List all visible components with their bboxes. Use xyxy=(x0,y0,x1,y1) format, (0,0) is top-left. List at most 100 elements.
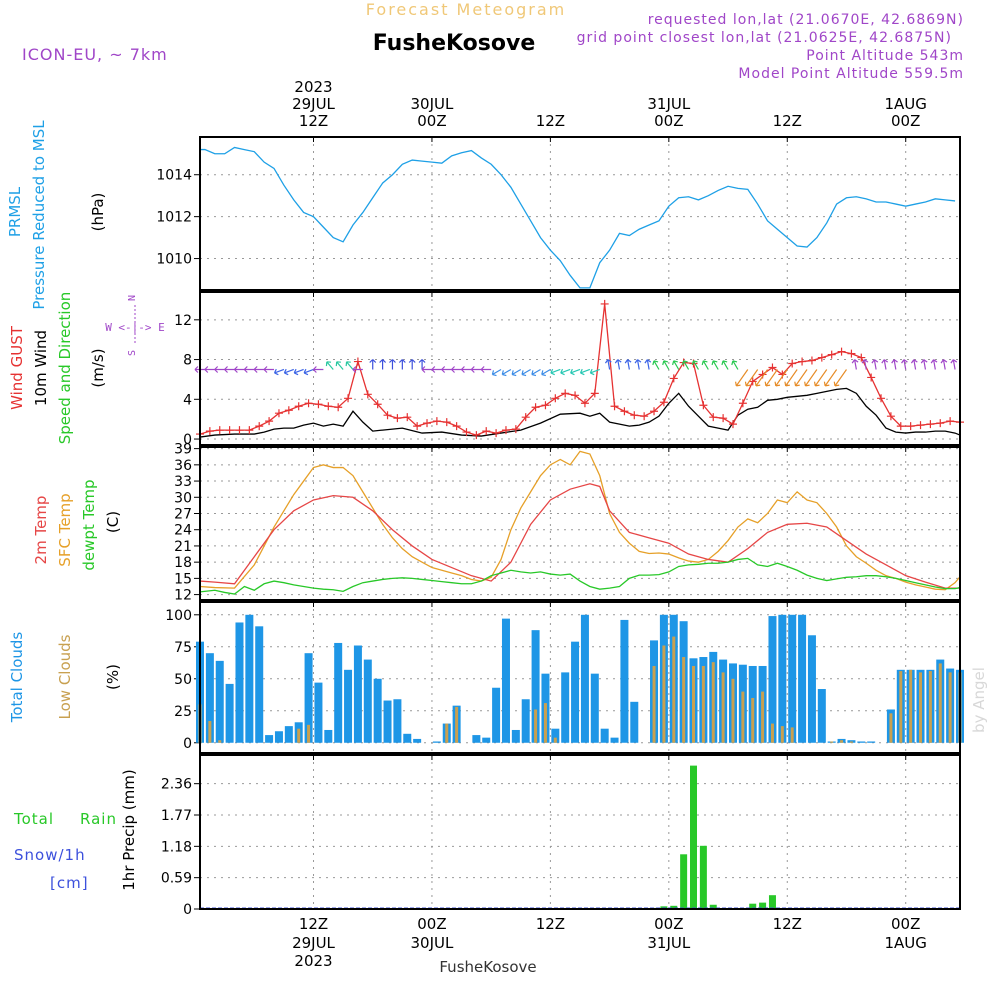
wind-direction-arrow xyxy=(511,368,522,377)
top-time-label: 30JUL xyxy=(411,95,454,113)
bottom-time-label: 1AUG xyxy=(885,934,927,952)
wind-direction-arrow xyxy=(214,366,225,373)
wind-direction-arrow xyxy=(891,359,898,370)
y-tick-label: 1014 xyxy=(156,168,192,184)
low-cloud-bar xyxy=(849,741,853,743)
low-cloud-bar xyxy=(445,723,449,743)
gust-point xyxy=(324,402,333,411)
gust-point xyxy=(501,426,510,435)
wind-direction-arrow xyxy=(940,359,948,370)
rain-bar xyxy=(690,765,698,909)
total-cloud-bar xyxy=(324,729,333,743)
wind-direction-arrow xyxy=(398,359,406,370)
gust-point xyxy=(620,407,629,416)
gust-point xyxy=(561,389,570,398)
location-title: FusheKosove xyxy=(373,31,536,56)
gust-point xyxy=(877,394,886,403)
gust-point xyxy=(600,299,609,308)
total-cloud-bar xyxy=(531,630,540,743)
y-tick-label: 100 xyxy=(165,608,192,624)
wind-direction-arrow xyxy=(531,368,541,377)
total-cloud-bar xyxy=(225,683,234,743)
total-cloud-bar xyxy=(551,728,560,743)
wind-direction-arrow xyxy=(335,361,344,370)
gust-point xyxy=(916,421,925,430)
wind-direction-arrow xyxy=(764,369,778,387)
wind-direction-arrow xyxy=(352,366,363,373)
panel-frame xyxy=(199,291,961,446)
wind-direction-arrow xyxy=(451,366,462,373)
low-cloud-bar xyxy=(662,645,666,743)
wind-direction-arrow xyxy=(501,368,512,377)
low-cloud-bar xyxy=(543,703,547,743)
low-cloud-bar xyxy=(208,721,212,743)
low-cloud-bar xyxy=(919,672,923,743)
total-cloud-bar xyxy=(245,614,254,743)
gust-point xyxy=(423,419,432,428)
plot-area: 1010101210140481212151821242730333639025… xyxy=(156,78,964,970)
gust-point xyxy=(551,394,560,403)
top-time-label: 29JUL xyxy=(292,95,335,113)
total-cloud-bar xyxy=(314,682,323,743)
wind-direction-arrow xyxy=(421,366,432,373)
gust-point xyxy=(413,422,422,431)
low-cloud-bar xyxy=(889,713,893,743)
low-cloud-bar xyxy=(682,657,686,743)
gust-point xyxy=(817,353,826,362)
precip-label-total: Total xyxy=(13,810,54,828)
panel-frame xyxy=(199,446,961,601)
low-cloud-bar xyxy=(840,740,844,743)
wind-direction-arrow xyxy=(579,368,591,376)
gust-point xyxy=(245,426,254,435)
gust-point xyxy=(363,390,372,399)
rain-bar xyxy=(680,854,688,909)
low-cloud-bar xyxy=(218,740,222,743)
gust-point xyxy=(571,391,580,400)
total-cloud-bar xyxy=(353,645,362,743)
requested-coords: requested lon,lat (21.0670E, 42.6869N) xyxy=(648,12,964,28)
total-cloud-bar xyxy=(215,660,224,743)
low-cloud-bar xyxy=(741,691,745,743)
low-cloud-bar xyxy=(928,671,932,743)
total-cloud-bar xyxy=(265,735,274,743)
chart-title: Forecast Meteogram xyxy=(366,0,566,19)
gust-point xyxy=(630,411,639,420)
total-cloud-bar xyxy=(393,699,402,743)
low-cloud-bar xyxy=(899,671,903,743)
gust-point xyxy=(847,349,856,358)
pressure-unit: (hPa) xyxy=(89,193,107,232)
y-tick-label: 50 xyxy=(174,672,192,688)
gust-point xyxy=(353,357,362,366)
gust-point xyxy=(294,402,303,411)
y-tick-label: 12 xyxy=(174,588,192,604)
compass-we: W <-|-> E xyxy=(105,321,165,334)
wind-direction-arrow xyxy=(804,369,818,387)
top-time-label: 12Z xyxy=(773,112,802,130)
temp-2m-line xyxy=(199,483,960,589)
wind-direction-arrow xyxy=(614,359,622,370)
low-cloud-bar xyxy=(553,737,557,743)
total-cloud-bar xyxy=(580,614,589,743)
low-cloud-bar xyxy=(761,691,765,743)
gust-point xyxy=(452,422,461,431)
gust-point xyxy=(788,359,797,368)
gust-point xyxy=(304,399,313,408)
bottom-time-label: 12Z xyxy=(299,915,328,933)
y-tick-label: 75 xyxy=(174,640,192,656)
gust-point xyxy=(225,426,234,435)
gust-point xyxy=(896,422,905,431)
total-cloud-bar xyxy=(492,687,501,743)
y-tick-label: 1012 xyxy=(156,210,192,226)
rain-bar xyxy=(759,902,767,909)
wind-direction-arrow xyxy=(871,359,879,370)
y-tick-label: 24 xyxy=(174,523,192,539)
y-tick-label: 1.77 xyxy=(161,808,192,824)
y-tick-label: 18 xyxy=(174,555,192,571)
low-cloud-bar xyxy=(751,697,755,743)
gust-point xyxy=(511,425,520,434)
clouds-panel: 0 25 50 75 100 xyxy=(165,601,964,754)
gust-point xyxy=(314,400,323,409)
wind-direction-arrow xyxy=(701,360,709,370)
y-tick-label: 0 xyxy=(183,432,192,448)
point-altitude: Point Altitude 543m xyxy=(806,48,964,64)
